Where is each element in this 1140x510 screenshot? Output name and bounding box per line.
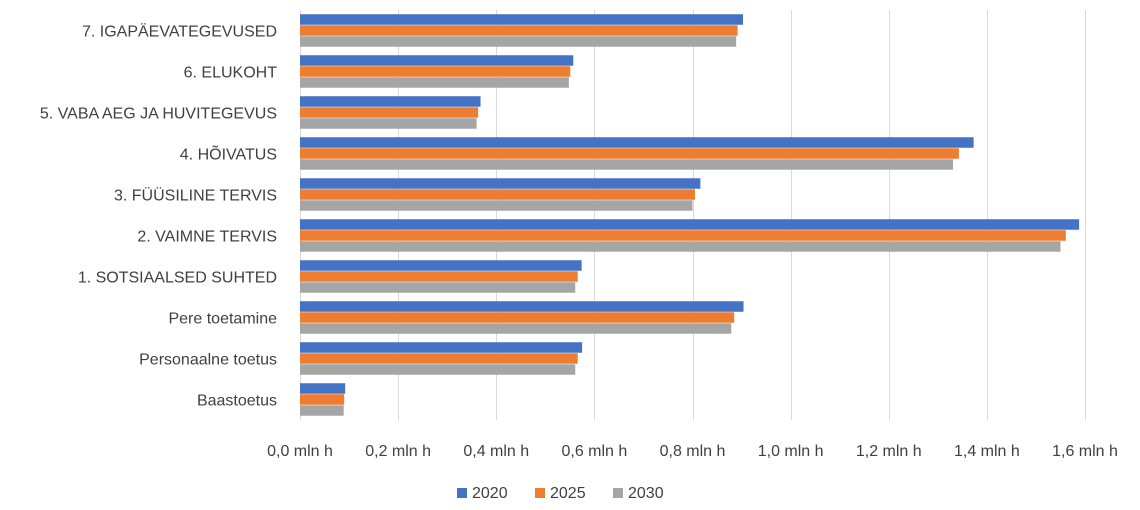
bar-2025 (300, 148, 959, 159)
x-tick-label: 1,2 mln h (856, 443, 922, 460)
bar-2020 (300, 219, 1080, 230)
x-tick-label: 1,4 mln h (954, 443, 1020, 460)
category-label: Baastoetus (197, 393, 277, 410)
category-label: 2. VAIMNE TERVIS (137, 229, 277, 246)
legend-swatch-2030 (613, 488, 623, 498)
x-tick-label: 0,0 mln h (267, 443, 333, 460)
bar-2025 (300, 66, 571, 77)
category-label: 4. HÕIVATUS (180, 144, 277, 164)
bar-2025 (300, 353, 578, 364)
category-label: 7. IGAPÄEVATEGEVUSED (82, 23, 277, 41)
bar-2030 (300, 282, 576, 293)
legend: 2020 2025 2030 (457, 485, 664, 502)
bar-2030 (300, 323, 732, 334)
legend-label-2020: 2020 (472, 485, 508, 502)
bar-2020 (300, 178, 701, 189)
bars (300, 14, 1080, 416)
bar-2030 (300, 77, 569, 88)
x-tick-label: 0,2 mln h (365, 443, 431, 460)
legend-swatch-2025 (535, 488, 545, 498)
category-label: 3. FÜÜSILINE TERVIS (114, 187, 277, 205)
bar-2025 (300, 312, 735, 323)
legend-label-2030: 2030 (628, 485, 664, 502)
x-tick-label: 1,6 mln h (1052, 443, 1118, 460)
bar-2020 (300, 137, 974, 148)
legend-swatch-2020 (457, 488, 467, 498)
bar-2025 (300, 25, 738, 36)
bar-2020 (300, 383, 346, 394)
x-tick-label: 1,0 mln h (758, 443, 824, 460)
x-tick-label: 0,6 mln h (561, 443, 627, 460)
bar-2030 (300, 36, 737, 47)
bar-2025 (300, 394, 345, 405)
x-tick-labels: 0,0 mln h 0,2 mln h 0,4 mln h 0,6 mln h 0,8 … (267, 443, 1118, 460)
bar-2020 (300, 14, 744, 25)
category-label: Personaalne toetus (139, 352, 277, 369)
category-label: Pere toetamine (168, 311, 277, 328)
bar-2025 (300, 230, 1066, 241)
category-labels: 7. IGAPÄEVATEGEVUSED 6. ELUKOHT 5. VABA AE… (40, 23, 277, 410)
bar-2030 (300, 200, 693, 211)
bar-2020 (300, 260, 582, 271)
bar-2020 (300, 342, 583, 353)
category-label: 5. VABA AEG JA HUVITEGEVUS (40, 106, 277, 123)
bar-2025 (300, 107, 479, 118)
bar-2030 (300, 118, 477, 129)
bar-2025 (300, 271, 578, 282)
category-label: 6. ELUKOHT (184, 65, 278, 82)
bar-2020 (300, 55, 574, 66)
bar-2025 (300, 189, 695, 200)
legend-label-2025: 2025 (550, 485, 586, 502)
bar-2030 (300, 364, 576, 375)
bar-2030 (300, 241, 1061, 252)
bar-2020 (300, 96, 481, 107)
bar-2030 (300, 405, 344, 416)
bar-2030 (300, 159, 954, 170)
x-tick-label: 0,4 mln h (463, 443, 529, 460)
x-tick-label: 0,8 mln h (660, 443, 726, 460)
bar-2020 (300, 301, 744, 312)
category-label: 1. SOTSIAALSED SUHTED (78, 270, 277, 287)
